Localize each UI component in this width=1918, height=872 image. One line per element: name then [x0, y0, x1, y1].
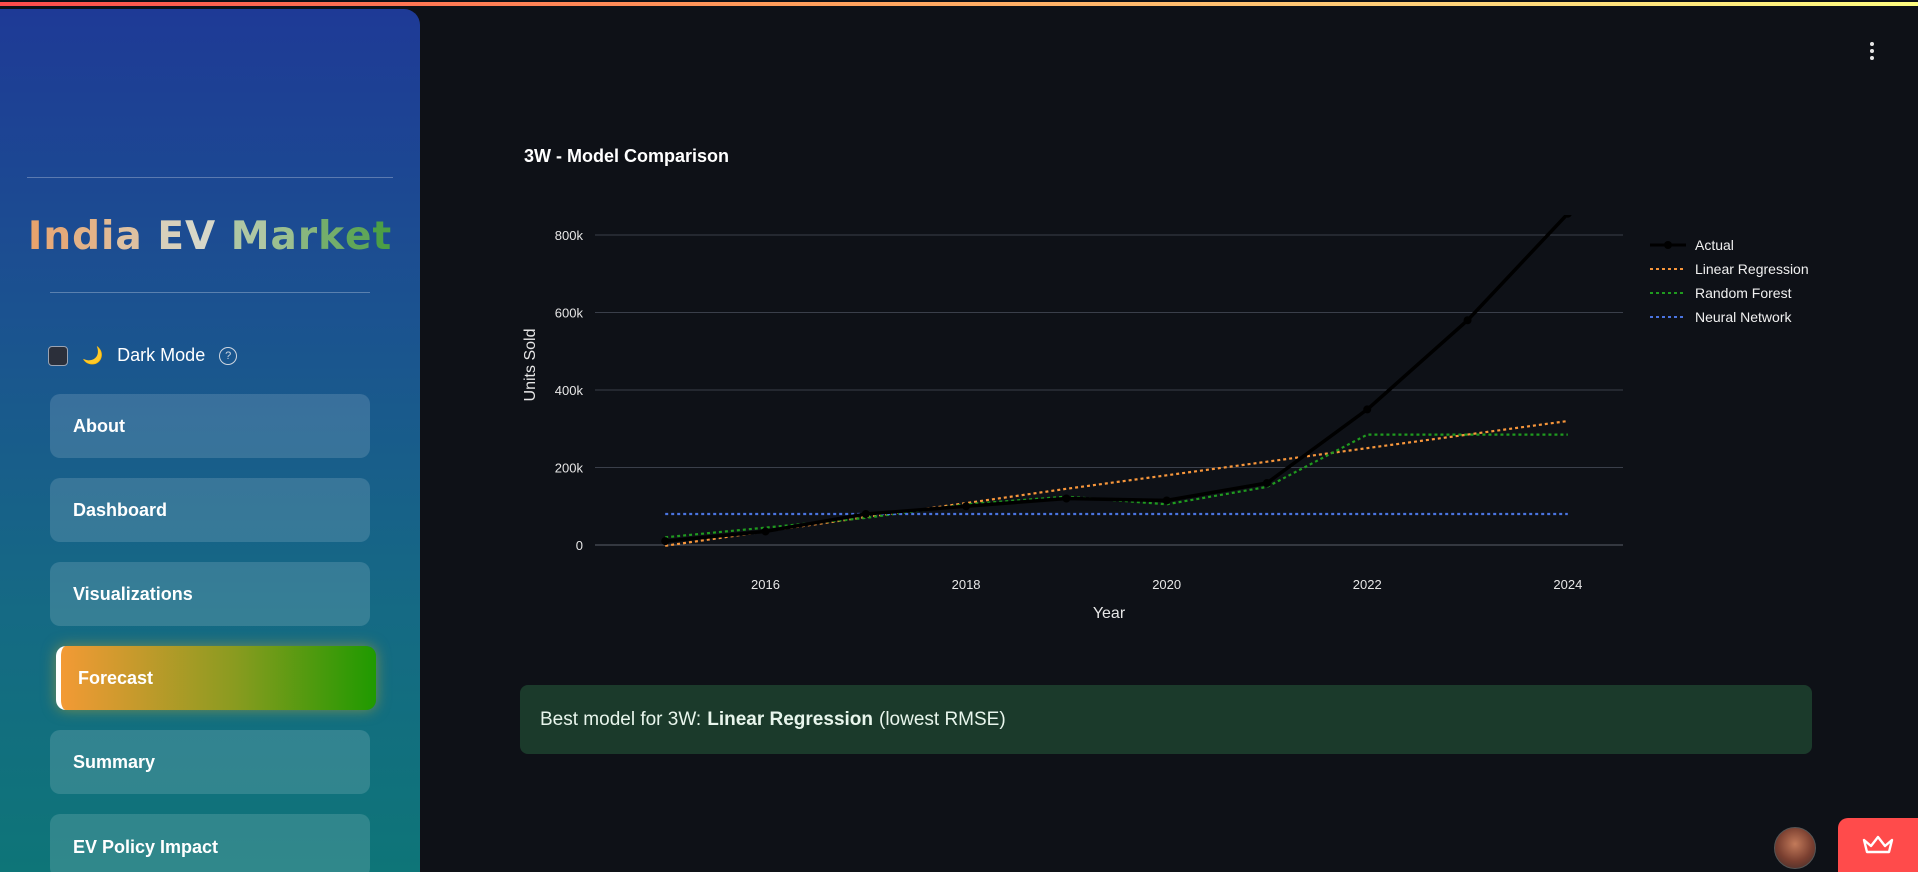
chart-title: 3W - Model Comparison — [524, 146, 730, 166]
best-model-prefix: Best model for 3W: — [540, 708, 702, 730]
streamlit-badge[interactable] — [1838, 818, 1918, 872]
app-title-char: e — [345, 214, 373, 259]
best-model-suffix: (lowest RMSE) — [879, 708, 1006, 730]
legend-marker — [1664, 241, 1672, 249]
actual-point — [1262, 479, 1271, 487]
nav-visualizations-label: Visualizations — [73, 583, 193, 604]
help-icon[interactable]: ? — [219, 346, 238, 365]
best-model-name: Linear Regression — [707, 708, 873, 730]
actual-point — [1062, 494, 1071, 503]
y-tick-label: 400k — [555, 383, 584, 398]
actual-point — [962, 502, 971, 511]
y-axis-label: Units Sold — [522, 329, 539, 402]
nav-ev-policy-impact-label: EV Policy Impact — [73, 837, 219, 857]
nav-dashboard-label: Dashboard — [73, 499, 168, 520]
moon-icon: 🌙 — [82, 345, 104, 365]
x-axis-label: Year — [1093, 605, 1126, 622]
dark-mode-toggle[interactable]: 🌙 Dark Mode ? — [48, 345, 238, 366]
actual-point — [661, 537, 670, 546]
nav-about-label: About — [73, 415, 125, 436]
y-tick-label: 800k — [555, 228, 584, 243]
app-title-char: t — [372, 214, 393, 259]
nav-forecast-button[interactable]: Forecast — [56, 646, 376, 710]
app-title-char: a — [270, 214, 298, 259]
app-title: India EV Market — [0, 214, 420, 259]
app-title-char: a — [115, 214, 143, 259]
actual-point — [761, 527, 770, 536]
dark-mode-label: Dark Mode — [117, 345, 206, 365]
y-tick-label: 0 — [576, 538, 583, 553]
app-title-char — [143, 214, 158, 259]
user-avatar[interactable] — [1774, 827, 1816, 869]
x-tick-label: 2022 — [1353, 577, 1382, 592]
sidebar-divider-title — [50, 292, 370, 293]
actual-point — [1363, 405, 1372, 414]
nav-about-button[interactable]: About — [50, 394, 370, 458]
y-tick-label: 200k — [555, 461, 584, 476]
y-tick-label: 600k — [555, 306, 584, 321]
actual-point — [1162, 496, 1171, 505]
sidebar-divider-top — [27, 177, 393, 178]
x-tick-label: 2020 — [1152, 577, 1181, 592]
nav-summary-label: Summary — [73, 751, 156, 772]
x-tick-label: 2018 — [952, 577, 981, 592]
crown-icon — [1862, 835, 1894, 854]
legend-label: Actual — [1695, 237, 1734, 253]
top-decoration-bar — [0, 2, 1918, 6]
nav-forecast-label: Forecast — [78, 667, 154, 688]
nav-ev-policy-impact-button[interactable]: EV Policy Impact — [50, 814, 370, 872]
app-title-char: I — [27, 214, 44, 259]
app-title-char — [216, 214, 231, 259]
app-title-char: M — [230, 214, 271, 259]
app-title-char: d — [72, 214, 102, 259]
nav-summary-button[interactable]: Summary — [50, 730, 370, 794]
x-tick-label: 2016 — [751, 577, 780, 592]
main-menu-icon[interactable] — [1869, 42, 1875, 62]
actual-point — [1564, 215, 1572, 218]
app-title-char: i — [101, 214, 116, 259]
dark-mode-checkbox[interactable] — [48, 345, 68, 366]
actual-point — [861, 510, 870, 518]
x-tick-label: 2024 — [1553, 577, 1582, 592]
legend-label: Neural Network — [1695, 309, 1792, 325]
app-title-char: V — [184, 214, 217, 259]
app-title-char: k — [318, 214, 346, 259]
app-title-char: r — [297, 214, 319, 259]
app-title-char: n — [43, 214, 73, 259]
nav-visualizations-button[interactable]: Visualizations — [50, 562, 370, 626]
sidebar: India EV Market 🌙 Dark Mode ? About Dash… — [0, 9, 420, 872]
legend-label: Random Forest — [1695, 285, 1792, 301]
best-model-alert: Best model for 3W: Linear Regression (lo… — [520, 685, 1812, 754]
series-line-actual — [665, 215, 1569, 543]
model-comparison-chart: 0 200k 400k 600k 800k 2016 2018 2020 2022 2024 Yea… — [522, 215, 1809, 622]
app-title-char: E — [157, 214, 185, 259]
nav-dashboard-button[interactable]: Dashboard — [50, 478, 370, 542]
legend-label: Linear Regression — [1695, 261, 1809, 277]
actual-point — [1463, 316, 1472, 325]
series-line-random-forest — [665, 433, 1568, 539]
